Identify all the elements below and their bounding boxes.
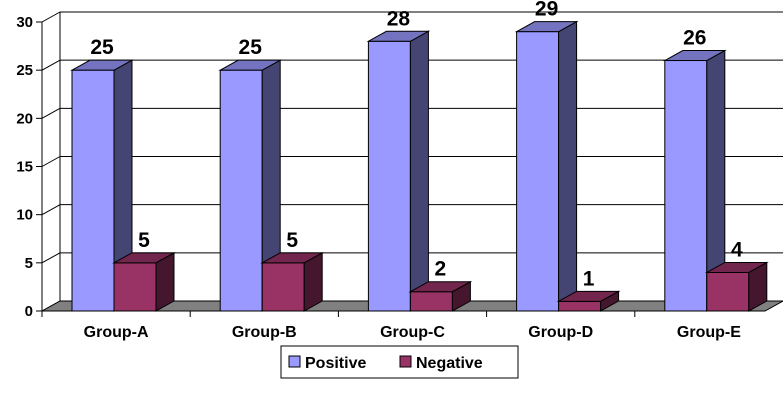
bar-side	[558, 20, 578, 312]
bar-negative-group-c	[408, 280, 473, 312]
bar-positive-group-c	[366, 30, 431, 312]
legend-swatch-negative	[399, 355, 412, 368]
gridline-depth	[41, 156, 61, 167]
legend: Positive Negative	[280, 345, 519, 379]
bar-front	[367, 40, 411, 312]
bar-layer	[70, 20, 769, 312]
data-label: 26	[683, 27, 706, 50]
legend-label-positive: Positive	[305, 355, 366, 372]
bar-top	[260, 252, 325, 264]
bar-top	[70, 59, 134, 71]
bar-front	[113, 262, 157, 312]
bar-front	[664, 60, 708, 312]
data-label: 28	[387, 7, 411, 30]
legend-swatch-positive	[288, 355, 301, 368]
label-layer: 25 5 25 5 28 2 29 1 26 4	[90, 0, 743, 290]
bar-top	[662, 50, 727, 62]
y-tick-label: 15	[16, 159, 33, 176]
y-tick-label: 5	[25, 255, 33, 272]
bar-front	[516, 31, 560, 312]
data-label: 4	[731, 238, 743, 261]
bar-top	[366, 30, 431, 42]
bar-front	[706, 271, 750, 312]
gridline-depth	[41, 252, 61, 264]
x-category-label: Group-A	[84, 324, 149, 341]
bar-front	[261, 262, 305, 312]
bar-front	[71, 69, 115, 312]
bar-top	[408, 281, 473, 293]
x-category-label: Group-C	[380, 324, 445, 341]
data-label: 25	[90, 36, 114, 59]
y-tick-label: 10	[16, 207, 33, 224]
bar-top	[704, 261, 769, 273]
bar-side	[409, 30, 429, 312]
bar-negative-group-e	[704, 261, 769, 312]
gridline-depth	[41, 11, 61, 23]
bar-front	[219, 69, 263, 312]
legend-label-negative: Negative	[416, 355, 483, 372]
bar-top	[514, 21, 579, 33]
bar-positive-group-d	[514, 20, 579, 312]
data-label: 2	[435, 258, 447, 281]
bar-negative-group-b	[260, 251, 325, 312]
gridline-depth	[41, 107, 61, 119]
bar-top	[112, 252, 176, 264]
data-label: 5	[286, 229, 298, 252]
y-tick-label: 20	[16, 110, 33, 127]
bar-top	[218, 59, 283, 71]
bar-positive-group-e	[662, 49, 727, 312]
gridline-depth	[41, 59, 61, 71]
x-category-label: Group-D	[528, 324, 593, 341]
bar-front	[409, 291, 453, 312]
y-tick-label: 25	[16, 62, 33, 79]
bar-negative-group-d	[556, 290, 621, 312]
data-label: 29	[535, 0, 558, 21]
bar-front	[558, 300, 602, 312]
data-label: 25	[239, 36, 263, 59]
data-label: 5	[138, 229, 150, 252]
y-tick-label: 30	[16, 14, 33, 31]
bar-top	[556, 290, 621, 302]
x-category-label: Group-B	[232, 324, 297, 341]
data-label: 1	[583, 267, 595, 290]
gridline-depth	[41, 204, 61, 216]
bar-positive-group-a	[70, 59, 134, 312]
bar-negative-group-a	[112, 251, 176, 312]
y-tick-label: 0	[25, 303, 33, 320]
x-category-label: Group-E	[677, 324, 741, 341]
